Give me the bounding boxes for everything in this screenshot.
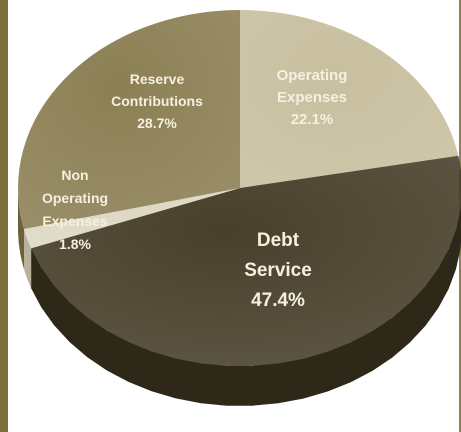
- slice-value-label: 47.4%: [251, 290, 305, 311]
- slice-value-label: 1.8%: [59, 236, 91, 252]
- slice-non-operating-expenses-label: Non Operating Expenses 1.8%: [42, 167, 108, 252]
- slice-reserve-contributions-side: [18, 188, 24, 269]
- slice-operating-expenses: [240, 10, 459, 188]
- slice-debt-service: [31, 155, 461, 367]
- slice-name-label: Debt: [257, 230, 300, 251]
- slice-name-label: Non: [61, 167, 88, 183]
- slice-debt-service-side: [31, 201, 461, 406]
- slice-name-label: Expenses: [42, 213, 108, 229]
- slice-operating-expenses-label: Operating Expenses 22.1%: [277, 67, 348, 128]
- slice-non-operating-expenses-side: [24, 229, 32, 289]
- slice-name-label: Service: [244, 260, 312, 281]
- slice-name-label: Operating: [277, 67, 348, 84]
- slice-value-label: 28.7%: [137, 115, 177, 131]
- slice-name-label: Operating: [42, 190, 108, 206]
- pie-top-layer: [18, 10, 461, 367]
- slice-name-label: Reserve: [130, 71, 185, 87]
- slice-value-label: 22.1%: [291, 111, 334, 128]
- pie-labels: Operating Expenses 22.1% Debt Service 47.4% No…: [42, 67, 347, 311]
- slice-non-operating-expenses: [24, 188, 240, 249]
- slice-name-label: Contributions: [111, 93, 203, 109]
- frame-left-border: [0, 0, 8, 432]
- slice-name-label: Expenses: [277, 89, 347, 106]
- slice-debt-service-label: Debt Service 47.4%: [244, 230, 312, 311]
- slice-reserve-contributions: [18, 10, 241, 229]
- pie-depth-layer: [18, 188, 461, 406]
- slice-reserve-contributions-label: Reserve Contributions 28.7%: [111, 71, 203, 131]
